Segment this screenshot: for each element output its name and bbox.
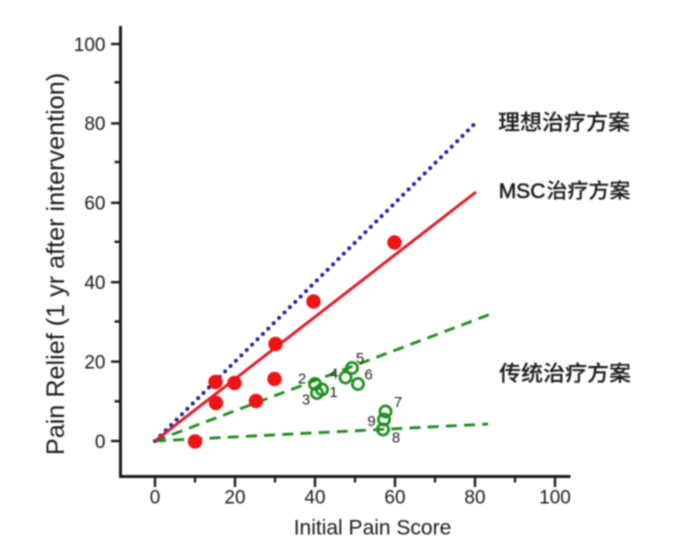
svg-text:0: 0 bbox=[95, 432, 106, 453]
svg-text:80: 80 bbox=[84, 114, 105, 135]
svg-text:Initial Pain Score: Initial Pain Score bbox=[294, 517, 452, 540]
svg-text:4: 4 bbox=[330, 366, 338, 383]
svg-text:MSC: MSC bbox=[499, 180, 546, 203]
svg-text:80: 80 bbox=[464, 488, 485, 509]
svg-text:8: 8 bbox=[392, 430, 400, 447]
svg-text:100: 100 bbox=[74, 35, 106, 56]
svg-text:40: 40 bbox=[304, 488, 325, 509]
svg-text:60: 60 bbox=[84, 194, 105, 215]
svg-text:60: 60 bbox=[384, 488, 405, 509]
svg-text:100: 100 bbox=[539, 488, 571, 509]
svg-text:3: 3 bbox=[302, 392, 310, 409]
svg-text:20: 20 bbox=[84, 352, 105, 373]
svg-text:2: 2 bbox=[298, 371, 306, 388]
svg-text:6: 6 bbox=[364, 367, 372, 384]
svg-text:40: 40 bbox=[84, 273, 105, 294]
svg-text:7: 7 bbox=[394, 394, 402, 411]
svg-text:20: 20 bbox=[224, 488, 245, 509]
svg-text:0: 0 bbox=[150, 488, 161, 509]
svg-text:5: 5 bbox=[356, 350, 364, 367]
svg-text:Pain Relief (1 yr after interv: Pain Relief (1 yr after intervention) bbox=[42, 73, 70, 455]
svg-text:9: 9 bbox=[367, 413, 375, 430]
svg-text:1: 1 bbox=[329, 384, 337, 401]
